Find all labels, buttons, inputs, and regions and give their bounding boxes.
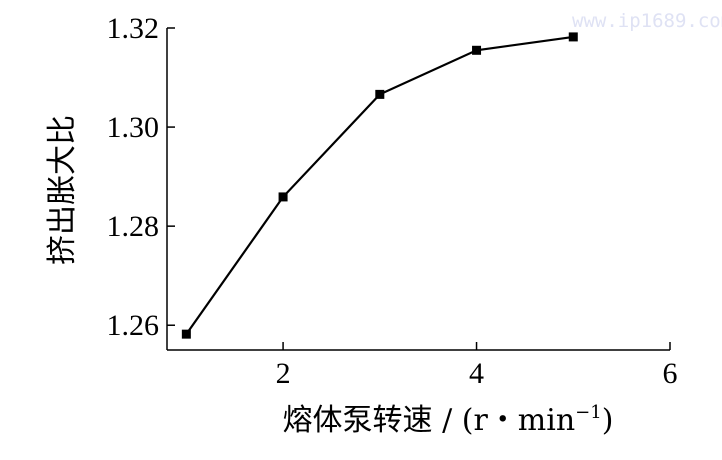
x-axis-title: 熔体泵转速 / (r・min−1) bbox=[283, 402, 614, 438]
y-tick-label: 1.30 bbox=[107, 111, 160, 144]
data-point bbox=[568, 32, 578, 42]
watermark: www.ip1689.com bbox=[572, 10, 722, 32]
x-tick-label: 6 bbox=[663, 357, 678, 390]
y-tick-label: 1.32 bbox=[107, 12, 160, 45]
y-tick-label: 1.26 bbox=[107, 309, 160, 342]
x-tick-label: 2 bbox=[276, 357, 291, 390]
series-line bbox=[185, 35, 574, 335]
y-axis-title: 挤出胀大比 bbox=[45, 115, 80, 265]
x-tick-label: 4 bbox=[469, 357, 484, 390]
data-point bbox=[472, 45, 482, 55]
y-tick-label: 1.28 bbox=[107, 210, 160, 243]
data-point bbox=[278, 192, 288, 202]
data-point bbox=[375, 89, 385, 99]
data-point bbox=[181, 329, 191, 339]
